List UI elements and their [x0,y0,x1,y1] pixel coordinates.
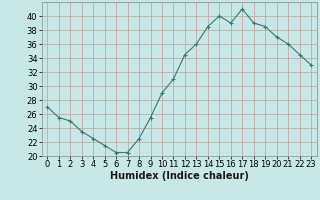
X-axis label: Humidex (Indice chaleur): Humidex (Indice chaleur) [110,171,249,181]
